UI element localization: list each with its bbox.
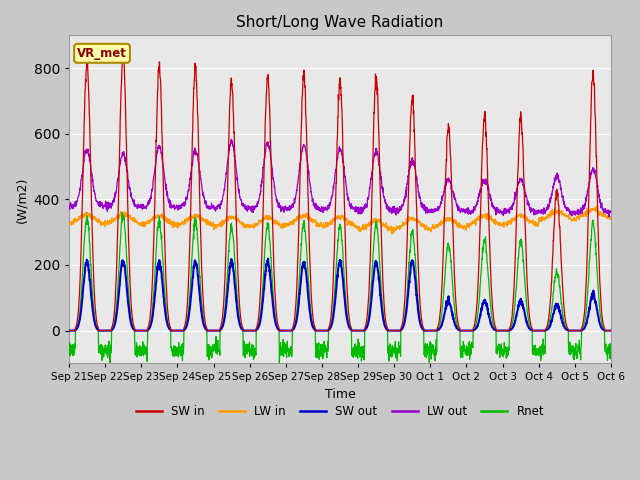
Title: Short/Long Wave Radiation: Short/Long Wave Radiation <box>236 15 444 30</box>
Y-axis label: (W/m2): (W/m2) <box>15 176 28 223</box>
X-axis label: Time: Time <box>324 388 355 401</box>
Text: VR_met: VR_met <box>77 47 127 60</box>
Legend: SW in, LW in, SW out, LW out, Rnet: SW in, LW in, SW out, LW out, Rnet <box>131 401 549 423</box>
